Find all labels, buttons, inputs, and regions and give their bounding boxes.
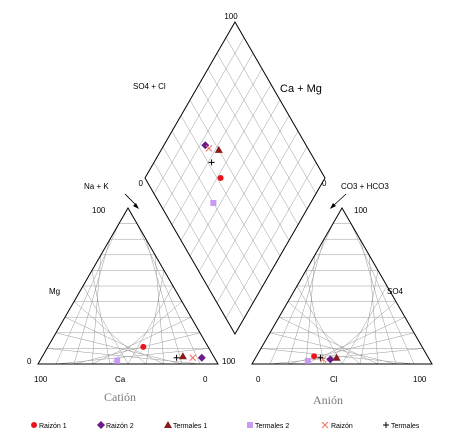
cation-apex-label: 100 xyxy=(92,206,106,215)
cation-point-termales-2 xyxy=(114,357,121,364)
cation-bottom-left-tick: 100 xyxy=(34,375,48,384)
diamond-grid xyxy=(171,68,263,225)
legend-label-raizon-2: Raizón 2 xyxy=(106,423,134,430)
diamond-grid xyxy=(216,53,308,210)
grid-lines xyxy=(46,37,424,365)
cation-point-raizon-1 xyxy=(140,343,147,350)
diamond-left-label: 0 xyxy=(139,179,144,188)
anion-point-raizon-1 xyxy=(311,353,318,360)
cation-left-corner-tick: 0 xyxy=(27,357,32,366)
legend-marker-raizon-2 xyxy=(97,421,105,429)
cation-triangle-grid-left xyxy=(46,348,201,365)
cation-ca-label: Ca xyxy=(115,375,126,384)
legend: Raizón 1 Raizón 2 Termales 1 Termales 2 … xyxy=(31,421,420,430)
anion-point-raizon-2 xyxy=(326,355,335,364)
cation-title: Catión xyxy=(104,390,136,404)
legend-item-raizon: Raizón xyxy=(321,421,353,430)
diamond-point-termales xyxy=(208,159,215,166)
legend-label-termales-1: Termales 1 xyxy=(173,423,207,430)
legend-item-raizon-2: Raizón 2 xyxy=(97,421,134,430)
legend-marker-termales xyxy=(383,422,389,428)
anion-point-raizon xyxy=(319,355,327,363)
diamond-grid xyxy=(225,37,317,194)
diamond-top-label: 100 xyxy=(224,12,238,21)
legend-symbol-raizon-2 xyxy=(97,421,105,429)
legend-symbol-termales xyxy=(383,422,389,428)
co3-hco3-arrow xyxy=(330,193,347,209)
anion-apex-label: 100 xyxy=(354,206,368,215)
diamond-grid xyxy=(198,84,290,241)
diamond-point-termales-1 xyxy=(214,145,223,153)
cation-point-termales-1 xyxy=(178,352,187,360)
cation-triangle-grid-left xyxy=(82,285,129,365)
legend-label-termales-2: Termales 2 xyxy=(255,423,289,430)
legend-item-raizon-1: Raizón 1 xyxy=(31,422,67,430)
data-points xyxy=(114,141,341,364)
cation-triangle-frame xyxy=(37,206,219,365)
legend-item-termales-1: Termales 1 xyxy=(164,421,207,430)
diamond-grid xyxy=(189,99,281,257)
anion-title: Anión xyxy=(313,393,343,407)
diamond-right-label: 0 xyxy=(322,179,327,188)
anion-point-termales-2 xyxy=(304,357,311,364)
diamond-point-raizon xyxy=(205,145,213,152)
anion-bottom-right-tick: 100 xyxy=(413,375,427,384)
anion-triangle-grid-left xyxy=(296,285,343,365)
diamond-grid xyxy=(162,53,254,210)
legend-marker-termales-2 xyxy=(247,422,253,428)
anion-triangle-grid-right xyxy=(305,316,406,365)
cation-mg-label: Mg xyxy=(49,287,60,296)
na-k-arrow xyxy=(124,193,139,209)
legend-marker-raizon-1 xyxy=(31,422,37,428)
cation-triangle-grid-right xyxy=(91,316,192,365)
cation-triangle-grid-left xyxy=(64,316,165,365)
diamond-point-raizon-1 xyxy=(217,175,224,181)
cation-point-raizon xyxy=(189,354,197,362)
anion-point-termales-1 xyxy=(332,353,341,361)
anion-cl-label: Cl xyxy=(330,375,338,384)
diamond-grid xyxy=(153,37,245,194)
chart-frames xyxy=(37,20,433,365)
anion-triangle-grid-right xyxy=(269,348,424,365)
diamond-grid xyxy=(207,68,299,225)
anion-triangle-grid-left xyxy=(278,316,379,365)
diamond-upper-left-axis-label: SO4 + Cl xyxy=(133,82,166,91)
legend-symbol-raizon-1 xyxy=(31,422,37,428)
cation-triangle-grid-left xyxy=(55,332,183,365)
legend-label-raizon-1: Raizón 1 xyxy=(39,423,67,430)
na-k-arrow-label: Na + K xyxy=(84,182,109,191)
cation-triangle-grid-right xyxy=(127,285,174,365)
co3-hco3-arrow-label: CO3 + HCO3 xyxy=(341,182,389,191)
cation-point-termales xyxy=(173,354,180,361)
legend-symbol-termales-1 xyxy=(164,421,172,428)
legend-label-raizon: Raizón xyxy=(331,423,353,430)
anion-so4-label: SO4 xyxy=(387,287,404,296)
diamond-point-termales-2 xyxy=(210,199,217,206)
cation-point-raizon-2 xyxy=(197,353,206,362)
legend-marker-termales-1 xyxy=(164,421,172,428)
legend-symbol-termales-2 xyxy=(247,422,253,428)
legend-item-termales: Termales xyxy=(383,422,420,430)
diamond-upper-right-axis-label: Ca + Mg xyxy=(280,83,322,95)
legend-label-termales: Termales xyxy=(391,423,420,430)
anion-triangle-frame xyxy=(251,206,433,365)
anion-bottom-left-tick: 0 xyxy=(256,375,261,384)
anion-triangle-grid-left xyxy=(269,332,397,365)
cation-bottom-right-tick: 0 xyxy=(203,375,208,384)
anion-triangle-grid-right xyxy=(341,285,388,365)
cation-triangle-grid-left xyxy=(73,301,147,365)
anion-point-termales xyxy=(317,354,324,361)
legend-symbol-raizon xyxy=(321,421,329,429)
cation-triangle-grid-right xyxy=(109,301,183,365)
anion-triangle-grid-left xyxy=(287,301,361,365)
legend-marker-raizon xyxy=(321,421,329,429)
legend-item-termales-2: Termales 2 xyxy=(247,422,289,430)
diamond-frame xyxy=(144,20,326,336)
anion-triangle-grid-right xyxy=(323,301,397,365)
cation-triangle-grid-right xyxy=(73,332,201,365)
cation-right-corner-tick: 100 xyxy=(222,357,236,366)
cation-triangle-grid-right xyxy=(55,348,210,365)
diamond-grid xyxy=(180,84,272,241)
